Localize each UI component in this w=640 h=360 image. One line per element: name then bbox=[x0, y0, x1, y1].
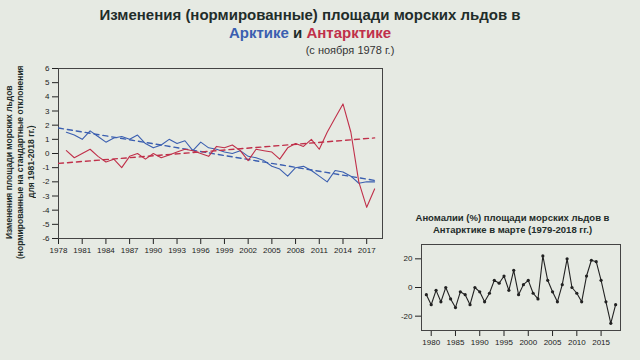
html-text:(с ноября 1978 г.): (с ноября 1978 г.) bbox=[305, 44, 395, 56]
svg-text:2: 2 bbox=[45, 121, 50, 130]
svg-text:2000: 2000 bbox=[519, 338, 537, 347]
svg-text:1984: 1984 bbox=[97, 246, 115, 255]
svg-text:-5: -5 bbox=[42, 220, 50, 229]
svg-text:2017: 2017 bbox=[358, 246, 376, 255]
svg-text:1985: 1985 bbox=[447, 338, 465, 347]
svg-text:2008: 2008 bbox=[287, 246, 305, 255]
svg-text:2005: 2005 bbox=[263, 246, 281, 255]
html-text:Аномалии (%) площади морских л: Аномалии (%) площади морских льдов в Ант… bbox=[415, 212, 610, 235]
svg-text:20: 20 bbox=[404, 254, 413, 263]
svg-text:-4: -4 bbox=[42, 206, 50, 215]
svg-text:-6: -6 bbox=[42, 234, 50, 243]
svg-text:0: 0 bbox=[45, 149, 50, 158]
svg-text:1993: 1993 bbox=[168, 246, 186, 255]
svg-text:2010: 2010 bbox=[568, 338, 586, 347]
svg-text:2005: 2005 bbox=[544, 338, 562, 347]
svg-text:1996: 1996 bbox=[192, 246, 210, 255]
svg-text:1981: 1981 bbox=[73, 246, 91, 255]
svg-text:1990: 1990 bbox=[144, 246, 162, 255]
svg-text:1999: 1999 bbox=[216, 246, 234, 255]
html-text:Изменения площади морских льдо: Изменения площади морских льдов (нормиро… bbox=[4, 65, 36, 259]
svg-text:2015: 2015 bbox=[592, 338, 610, 347]
svg-text:-2: -2 bbox=[42, 177, 50, 186]
svg-text:1978: 1978 bbox=[50, 246, 68, 255]
svg-text:2002: 2002 bbox=[239, 246, 257, 255]
svg-text:5: 5 bbox=[45, 78, 50, 87]
svg-text:1990: 1990 bbox=[471, 338, 489, 347]
svg-text:1: 1 bbox=[45, 135, 50, 144]
svg-text:-1: -1 bbox=[42, 163, 50, 172]
svg-text:6: 6 bbox=[45, 64, 50, 73]
svg-text:1995: 1995 bbox=[495, 338, 513, 347]
svg-text:-20: -20 bbox=[401, 312, 413, 321]
svg-text:3: 3 bbox=[45, 107, 50, 116]
html-text:Изменения (нормированные) площ: Изменения (нормированные) площади морски… bbox=[99, 6, 521, 23]
svg-text:2011: 2011 bbox=[311, 246, 329, 255]
svg-text:-3: -3 bbox=[42, 192, 50, 201]
svg-text:2014: 2014 bbox=[334, 246, 352, 255]
svg-text:0: 0 bbox=[408, 283, 413, 292]
html-text:Арктике и Антарктике: Арктике и Антарктике bbox=[228, 24, 392, 41]
svg-text:4: 4 bbox=[45, 92, 50, 101]
svg-text:1987: 1987 bbox=[121, 246, 139, 255]
svg-text:1980: 1980 bbox=[422, 338, 440, 347]
